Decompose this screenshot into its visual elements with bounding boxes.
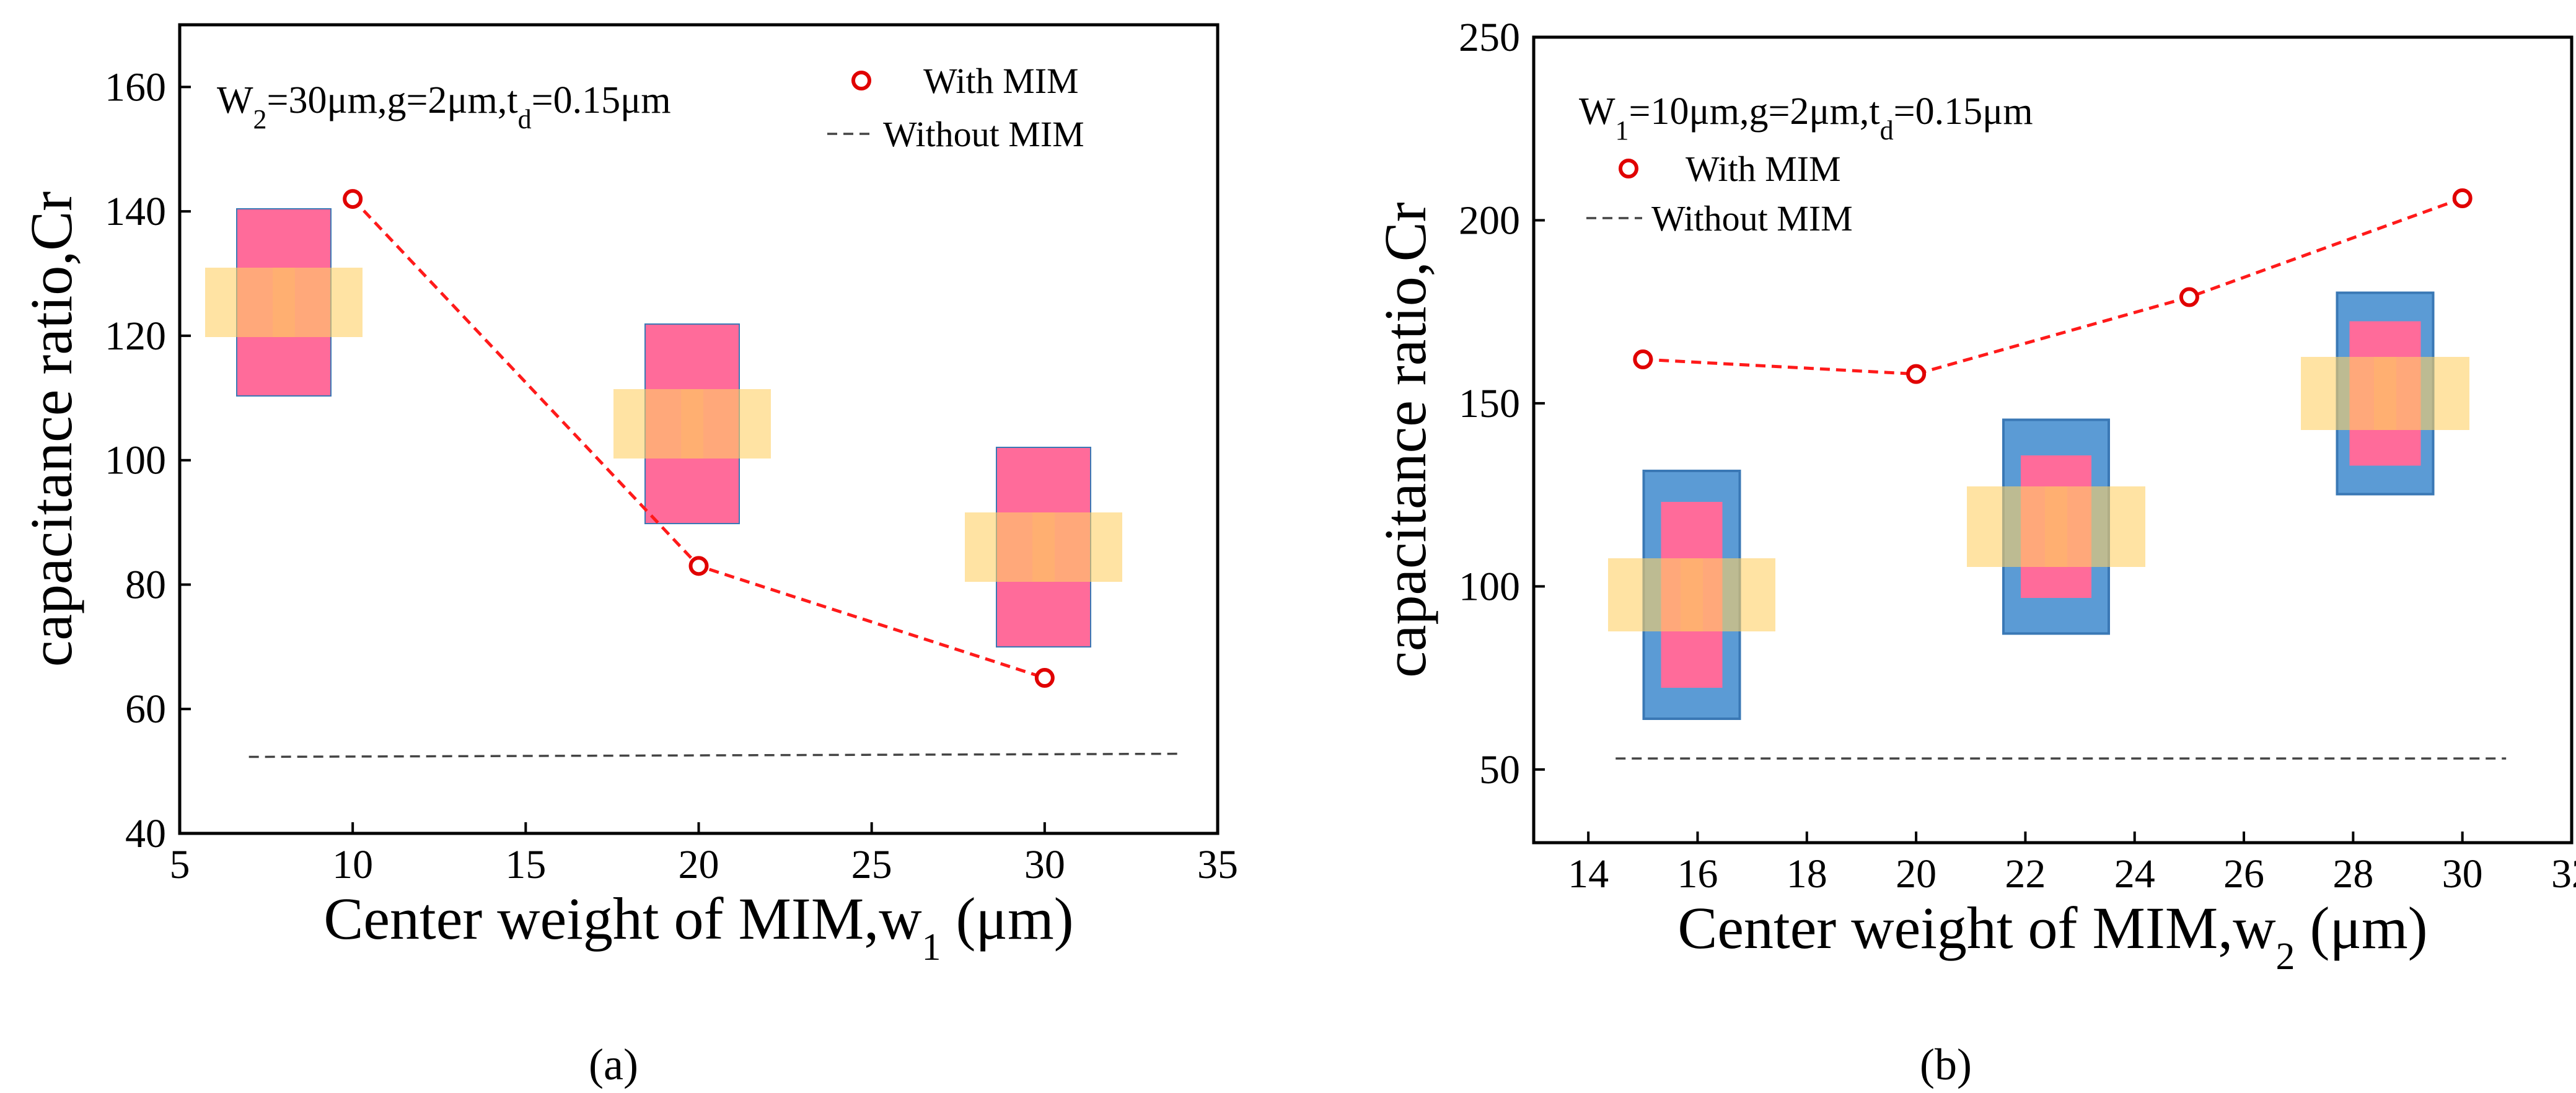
panel-label-a: (a): [589, 1040, 638, 1089]
plot-frame: [1532, 35, 2574, 845]
y-tick-label: 140: [105, 189, 166, 234]
with-mim-point: [1906, 364, 1927, 384]
x-tick-label: 20: [1896, 851, 1936, 897]
without-mim-line: [248, 752, 1184, 758]
x-tick-label: 5: [170, 842, 190, 887]
x-tick-label: 15: [505, 842, 546, 887]
legend-with-mim-label: With MIM: [1686, 149, 1841, 189]
x-tick-label: 30: [1024, 842, 1065, 887]
parameter-annotation: W1=10μm,g=2μm,td=0.15μm: [1579, 90, 2033, 146]
x-tick-label: 20: [679, 842, 719, 887]
x-axis-label: Center weight of MIM,w2 (μm): [1677, 895, 2427, 978]
mim-schematic-icon-1: [205, 208, 363, 397]
x-tick-label: 14: [1568, 851, 1609, 897]
with-mim-point: [1633, 349, 1653, 369]
mim-center-overlap: [1032, 512, 1055, 582]
x-tick-label: 25: [851, 842, 892, 887]
legend-with-mim-marker: [1619, 159, 1638, 178]
y-tick-label: 200: [1459, 198, 1520, 243]
x-tick-label: 32: [2551, 851, 2576, 897]
y-tick-label: 250: [1459, 15, 1520, 60]
y-tick-label: 40: [125, 811, 166, 856]
y-axis-label: capacitance ratio,Cr: [18, 191, 84, 667]
mim-schematic-icon-3: [965, 447, 1122, 647]
panel-label-b: (b): [1920, 1040, 1972, 1089]
y-tick-label: 50: [1479, 747, 1520, 792]
with-mim-point: [1034, 668, 1055, 688]
x-tick-label: 35: [1197, 842, 1238, 887]
y-tick-label: 100: [105, 438, 166, 483]
x-tick-label: 10: [332, 842, 373, 887]
with-mim-point: [688, 556, 709, 576]
mim-center-overlap: [681, 389, 703, 459]
mim-center-overlap: [2045, 486, 2067, 567]
legend-without-mim-label: Without MIM: [883, 114, 1084, 154]
y-axis-label: capacitance ratio,Cr: [1372, 202, 1438, 678]
x-tick-label: 22: [2005, 851, 2046, 897]
mim-schematic-icon-1: [1608, 470, 1775, 720]
with-mim-point: [2179, 287, 2199, 307]
with-mim-point: [343, 189, 363, 209]
mim-schematic-icon-2: [613, 323, 771, 524]
chart-a: 5 10 15 20 25 30 35 40 60 80 100 120 140 160 Center we…: [18, 23, 1238, 1089]
legend-without-mim-label: Without MIM: [1651, 198, 1853, 239]
mim-center-overlap: [273, 268, 295, 337]
y-tick-label: 80: [125, 562, 166, 607]
y-tick-label: 60: [125, 687, 166, 732]
with-mim-line: [1643, 196, 2463, 376]
x-tick-label: 26: [2223, 851, 2264, 897]
legend-with-mim-label: With MIM: [923, 61, 1079, 101]
y-tick-label: 150: [1459, 381, 1520, 426]
mim-schematic-icon-2: [1967, 418, 2145, 635]
legend-with-mim-marker: [851, 71, 871, 90]
y-tick-label: 100: [1459, 564, 1520, 609]
x-tick-label: 16: [1677, 851, 1718, 897]
x-tick-label: 24: [2114, 851, 2155, 897]
mim-schematic-icon-3: [2301, 291, 2469, 496]
x-axis-label: Center weight of MIM,w1 (μm): [323, 885, 1073, 968]
chart-b: 14 16 18 20 22 24 26 28 30 32 50 100 150 200 250 Center…: [1372, 15, 2576, 1089]
x-tick-label: 18: [1787, 851, 1827, 897]
x-tick-label: 28: [2332, 851, 2373, 897]
with-mim-point: [2452, 188, 2473, 208]
mim-center-overlap: [1681, 558, 1703, 631]
parameter-annotation: W2=30μm,g=2μm,td=0.15μm: [217, 79, 671, 134]
y-tick-label: 120: [105, 314, 166, 359]
y-tick-label: 160: [105, 64, 166, 110]
mim-center-overlap: [2374, 357, 2396, 430]
x-tick-label: 30: [2442, 851, 2483, 897]
